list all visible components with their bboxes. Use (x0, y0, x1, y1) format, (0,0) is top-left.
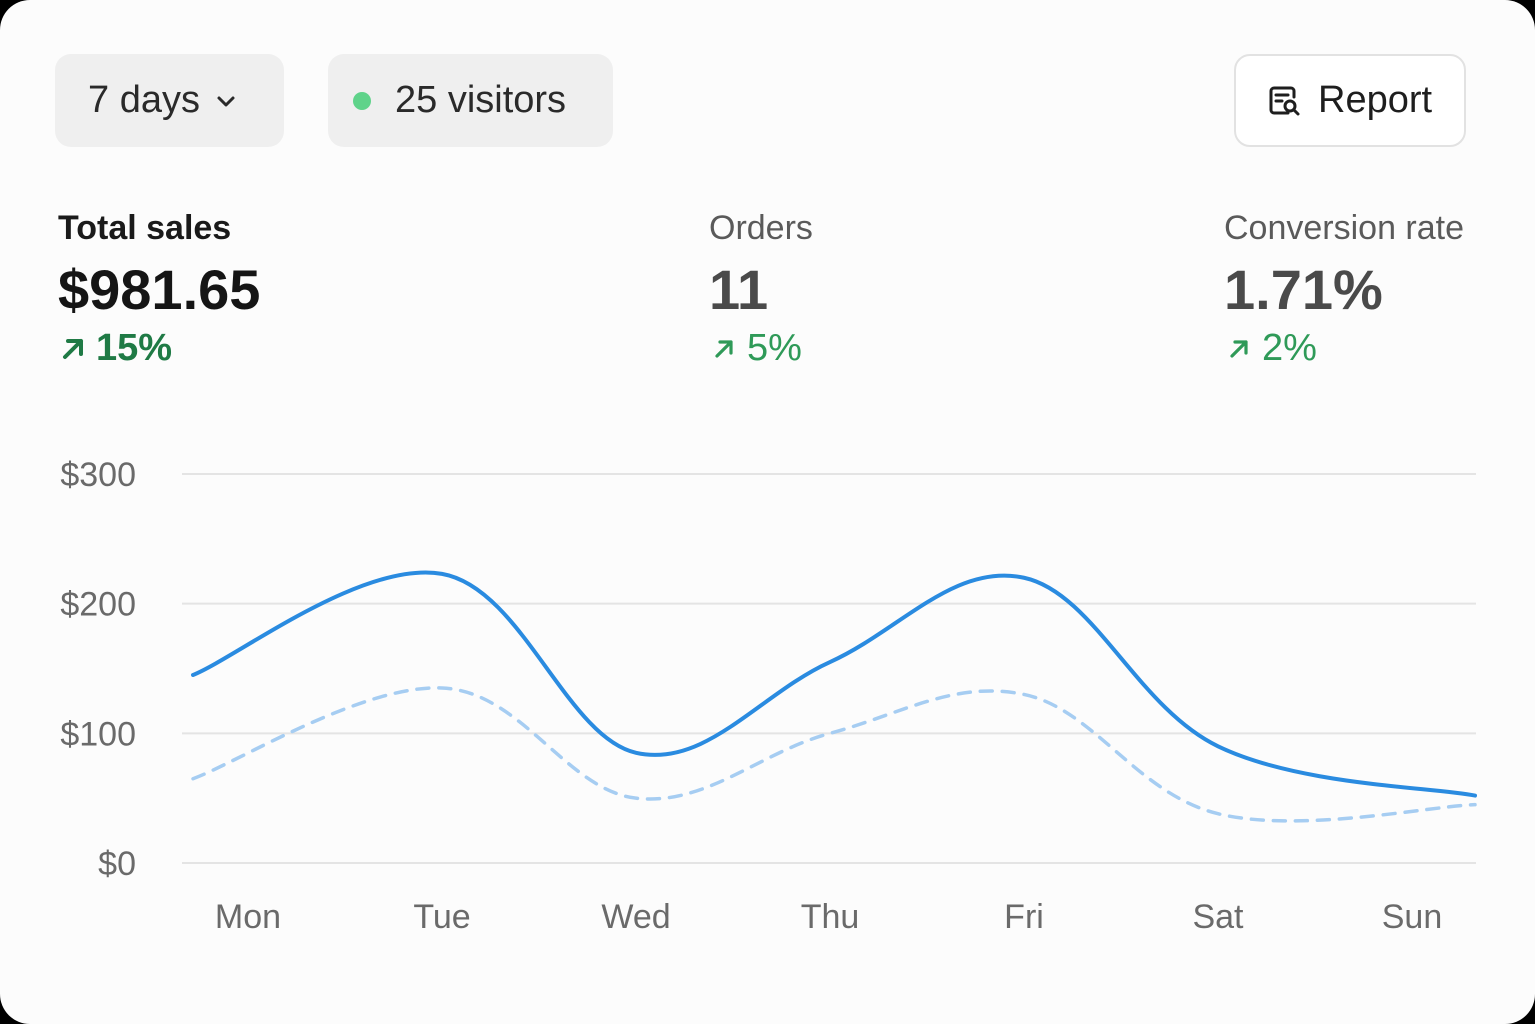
series-line-current (191, 570, 1477, 798)
trend-up-arrow-icon (1230, 340, 1248, 358)
metric-label: Conversion rate (1224, 209, 1465, 247)
x-tick-label: Wed (601, 898, 670, 936)
live-status-dot-icon (353, 91, 371, 110)
metric-delta-value: 5% (747, 327, 802, 369)
x-tick-label: Tue (413, 898, 470, 936)
x-tick-label: Mon (215, 898, 281, 936)
metric-delta: 5% (709, 326, 813, 370)
metric-total-sales[interactable]: Total sales $981.65 15% (58, 206, 260, 370)
report-button[interactable]: Report (1234, 54, 1466, 147)
metric-conversion-rate[interactable]: Conversion rate 1.71% 2% (1224, 206, 1464, 370)
metric-orders[interactable]: Orders 11 5% (709, 206, 813, 370)
metric-delta: 2% (1224, 326, 1464, 370)
y-tick-label: $200 (60, 586, 136, 624)
metric-label: Total sales (58, 209, 232, 247)
metric-delta-value: 2% (1262, 327, 1317, 369)
chevron-down-icon (217, 96, 235, 106)
metric-value: 1.71% (1224, 258, 1383, 321)
date-range-label: 7 days (88, 79, 200, 121)
metric-delta-value: 15% (96, 327, 173, 369)
x-tick-label: Thu (801, 898, 860, 936)
date-range-dropdown[interactable]: 7 days (55, 54, 284, 147)
metric-delta: 15% (58, 326, 260, 370)
visitors-label: 25 visitors (395, 79, 567, 121)
trend-up-arrow-icon (63, 339, 83, 359)
y-tick-label: $300 (60, 456, 136, 494)
report-label: Report (1318, 79, 1433, 121)
metric-value: 11 (709, 258, 769, 321)
y-tick-label: $100 (60, 715, 136, 753)
live-visitors-badge[interactable]: 25 visitors (328, 54, 613, 147)
metric-value: $981.65 (58, 258, 261, 321)
trend-up-arrow-icon (715, 340, 733, 358)
metric-label: Orders (709, 209, 813, 247)
x-tick-label: Sun (1382, 898, 1443, 936)
series-line-previous (191, 686, 1477, 823)
report-search-icon (1269, 86, 1300, 115)
x-tick-label: Sat (1192, 898, 1244, 936)
y-tick-label: $0 (98, 845, 136, 883)
x-tick-label: Fri (1004, 898, 1044, 936)
